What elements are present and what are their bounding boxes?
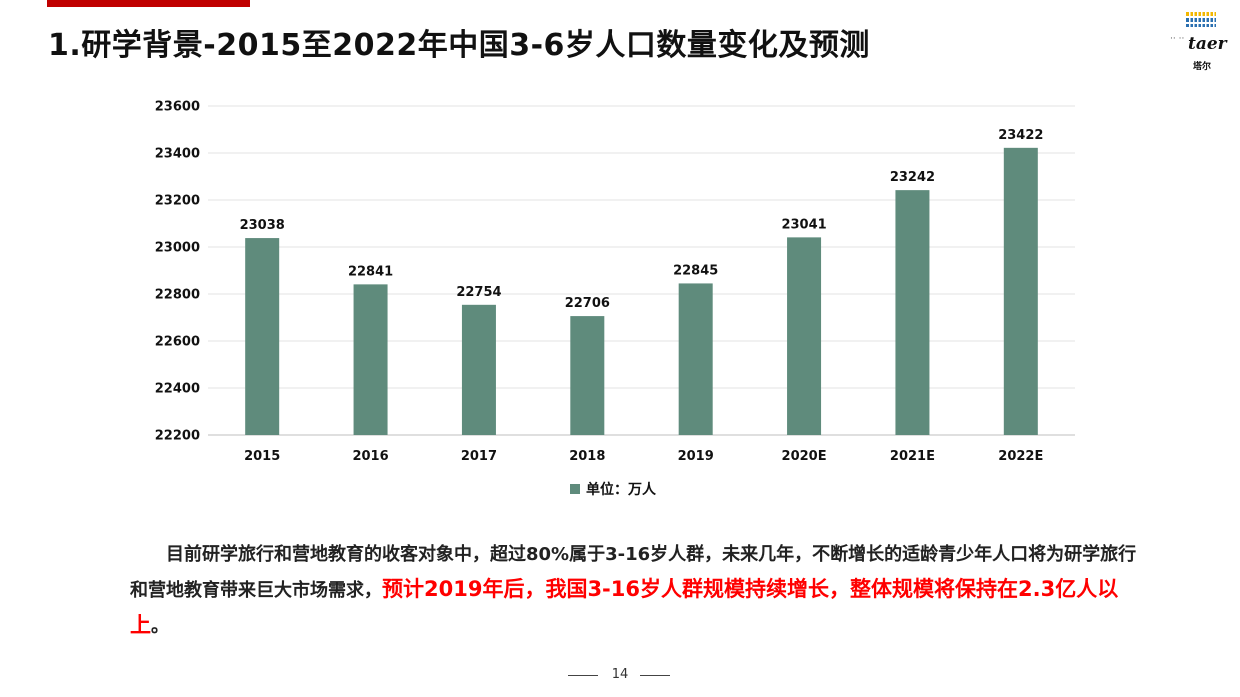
data-label: 22706 [565, 296, 610, 311]
chart-legend: 单位：万人 [570, 479, 656, 499]
x-tick-label: 2021E [890, 449, 935, 464]
x-tick-label: 2017 [461, 449, 497, 464]
footer-line-right [640, 675, 670, 676]
population-bar-chart: 22200 22400 22600 22800 23000 23200 23400 23600… [155, 100, 1075, 465]
bar [678, 283, 713, 435]
bar-grid-logo-icon [1186, 12, 1216, 28]
page-footer: 14 [560, 666, 680, 686]
bar [245, 238, 280, 435]
x-tick-label: 2018 [569, 449, 605, 464]
data-label: 22754 [456, 285, 501, 300]
logo-text: taer [1188, 34, 1227, 54]
legend-swatch [570, 484, 580, 494]
summary-highlight: 预计2019年后，我国3-16岁人群规模持续增长，整体规模将保持在2.3亿人以上 [130, 577, 1119, 637]
summary-paragraph: 目前研学旅行和营地教育的收客对象中，超过80%属于3-16岁人群，未来几年，不断… [130, 537, 1140, 644]
brand-logo: ·· ·· taer 塔尔 [1170, 10, 1234, 76]
bar [461, 304, 496, 435]
data-label: 23422 [998, 128, 1043, 143]
y-tick-label: 23400 [155, 147, 200, 162]
x-tick-label: 2022E [998, 449, 1043, 464]
y-tick-label: 22600 [155, 335, 200, 350]
top-accent-bar [47, 0, 250, 7]
summary-text: 目前研学旅行和营地教育的收客对象中，超过80%属于3-16岁人群，未来几年，不断… [130, 544, 1137, 601]
data-label: 23041 [781, 217, 826, 232]
x-tick-label: 2015 [244, 449, 280, 464]
y-tick-label: 23200 [155, 194, 200, 209]
y-tick-label: 22800 [155, 288, 200, 303]
bar [1003, 147, 1038, 435]
legend-label: 单位：万人 [586, 482, 656, 498]
x-tick-label: 2016 [352, 449, 388, 464]
data-label: 22845 [673, 263, 718, 278]
y-tick-label: 23000 [155, 241, 200, 256]
logo-dots: ·· ·· [1170, 34, 1185, 44]
bar [787, 237, 822, 435]
y-tick-label: 22200 [155, 429, 200, 444]
data-label: 23038 [240, 218, 285, 233]
summary-end: 。 [151, 616, 169, 637]
bar [353, 284, 388, 435]
page-title: 1.研学背景-2015至2022年中国3-6岁人口数量变化及预测 [48, 28, 870, 63]
data-label: 23242 [890, 170, 935, 185]
x-tick-label: 2019 [678, 449, 714, 464]
page-number: 14 [611, 667, 629, 682]
bar [895, 190, 930, 435]
y-tick-label: 23600 [155, 100, 200, 115]
chart-labels: 22200 22400 22600 22800 23000 23200 23400 23600… [155, 100, 1044, 465]
x-tick-label: 2020E [782, 449, 827, 464]
logo-subtext: 塔尔 [1193, 62, 1212, 72]
bar [570, 316, 605, 435]
footer-line-left [568, 675, 598, 676]
chart-bars [245, 147, 1038, 435]
y-tick-label: 22400 [155, 382, 200, 397]
chart-gridlines [208, 105, 1075, 436]
data-label: 22841 [348, 264, 393, 279]
